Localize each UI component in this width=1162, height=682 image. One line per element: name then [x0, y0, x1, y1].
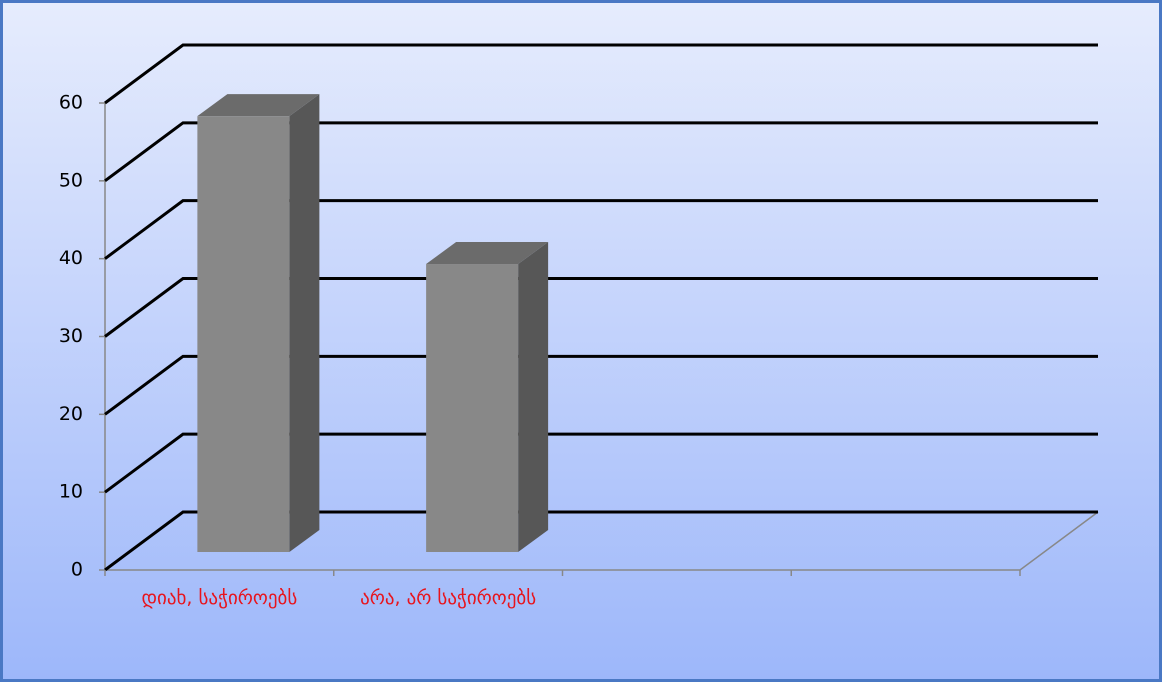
y-tick-label: 10: [59, 481, 83, 503]
y-tick-label: 30: [59, 325, 83, 347]
y-tick-label: 20: [59, 403, 83, 425]
grid-line: [104, 121, 1098, 183]
chart: 0 10 20 30 40 50 60: [59, 43, 1099, 581]
bar-front: [197, 116, 290, 552]
grid-line: [104, 277, 1098, 338]
y-tick-label: 50: [59, 169, 83, 191]
y-tick-label: 0: [71, 559, 83, 581]
bar: [197, 94, 320, 552]
grid-line: [104, 354, 1098, 416]
x-tick-label: დიახ, საჭიროებს: [141, 587, 298, 609]
y-tick-label: 40: [59, 247, 83, 269]
y-tick-label: 60: [59, 92, 83, 114]
grid-line: [104, 432, 1098, 494]
bar-side: [518, 242, 549, 552]
bar-side: [289, 94, 320, 552]
bar-top: [426, 242, 549, 265]
x-tick-label: არა, არ საჭიროებს: [360, 587, 537, 609]
grid-line: [104, 199, 1098, 260]
grid-line: [104, 43, 1098, 105]
bar-top: [197, 94, 320, 117]
grid-line: [104, 510, 1098, 572]
bar: [426, 242, 549, 552]
bar-front: [426, 264, 519, 552]
